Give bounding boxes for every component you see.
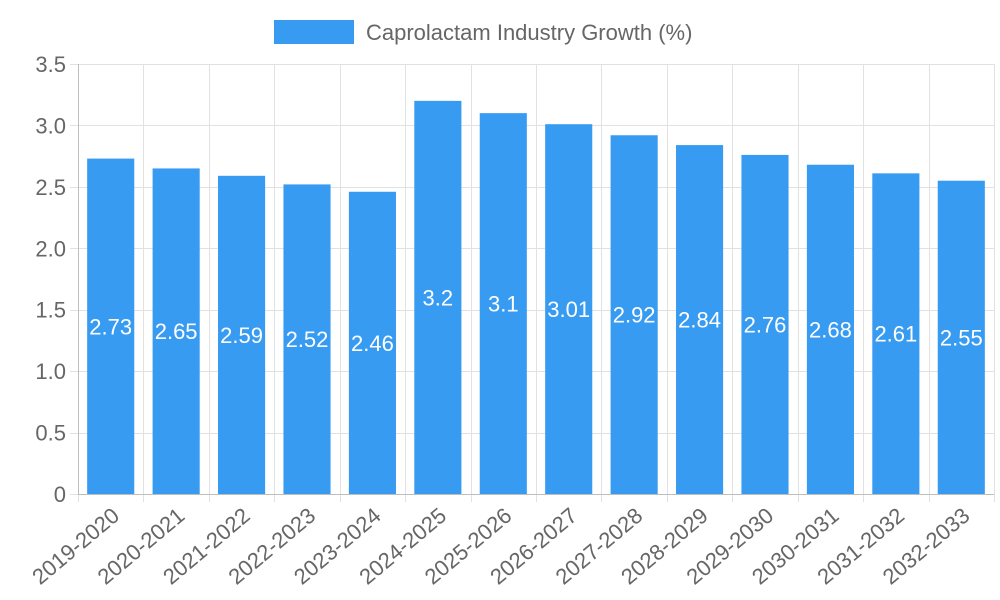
y-tick-label: 3.5	[35, 52, 66, 77]
bar[interactable]	[545, 124, 593, 494]
y-tick-label: 3.0	[35, 113, 66, 138]
data-label: 2.55	[940, 325, 983, 350]
bar[interactable]	[937, 180, 985, 494]
bar[interactable]	[741, 154, 789, 494]
data-label: 2.65	[155, 319, 198, 344]
y-tick-label: 1.0	[35, 359, 66, 384]
bar[interactable]	[218, 175, 266, 495]
data-label: 2.76	[744, 312, 787, 337]
axes	[78, 64, 994, 495]
bar[interactable]	[152, 168, 200, 494]
legend[interactable]: Caprolactam Industry Growth (%)	[274, 20, 692, 45]
y-axis-tick-labels: 0 0.5 1.0 1.5 2.0 2.5 3.0 3.5	[35, 52, 66, 507]
bar[interactable]	[283, 184, 331, 494]
data-label: 3.2	[423, 285, 454, 310]
data-label: 2.61	[874, 322, 917, 347]
x-axis-tick-labels: 2019-20202020-20212021-20222022-20232023…	[27, 503, 974, 590]
y-tick-label: 2.5	[35, 175, 66, 200]
bar[interactable]	[806, 164, 854, 494]
bar[interactable]	[479, 113, 527, 495]
y-tick-label: 0.5	[35, 421, 66, 446]
bar[interactable]	[87, 158, 135, 494]
bar[interactable]	[872, 173, 920, 495]
data-label: 2.68	[809, 317, 852, 342]
data-labels: 2.73 2.65 2.59 2.52 2.46 3.2 3.1 3.01 2.92 2.84 2.…	[89, 285, 982, 355]
data-label: 2.73	[89, 314, 132, 339]
bar[interactable]	[414, 100, 462, 494]
bar[interactable]	[676, 145, 724, 495]
data-label: 2.59	[220, 323, 263, 348]
y-tick-label: 2.0	[35, 236, 66, 261]
data-label: 2.46	[351, 331, 394, 356]
data-label: 2.92	[613, 303, 656, 328]
y-tick-label: 0	[54, 482, 66, 507]
bars	[87, 100, 985, 495]
data-label: 3.1	[488, 292, 519, 317]
data-label: 2.84	[678, 308, 721, 333]
bar[interactable]	[610, 135, 658, 494]
data-label: 3.01	[547, 297, 590, 322]
data-label: 2.52	[286, 327, 329, 352]
legend-label[interactable]: Caprolactam Industry Growth (%)	[366, 20, 692, 45]
legend-swatch[interactable]	[274, 20, 354, 44]
bar[interactable]	[348, 191, 396, 494]
grid	[70, 64, 995, 502]
y-tick-label: 1.5	[35, 298, 66, 323]
